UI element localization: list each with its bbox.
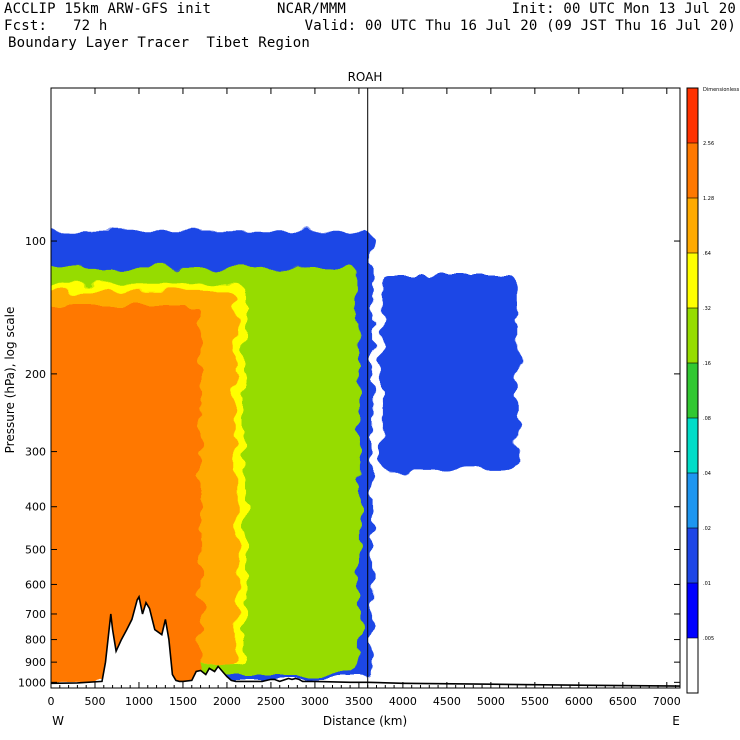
colorbar-label: .08 xyxy=(703,416,711,422)
tracer-region xyxy=(51,305,201,683)
colorbar-segment xyxy=(687,418,698,473)
y-tick-label: 800 xyxy=(25,634,46,647)
header-organization: NCAR/MMM xyxy=(277,1,347,17)
x-tick-label: 3500 xyxy=(345,695,373,708)
terrain-mask xyxy=(51,596,680,688)
colorbar-segment xyxy=(687,638,698,693)
x-tick-label: 5500 xyxy=(521,695,549,708)
y-tick-label: 400 xyxy=(25,501,46,514)
colorbar-label: .02 xyxy=(703,526,711,532)
header-model-title: ACCLIP 15km ARW-GFS init xyxy=(4,1,212,17)
header-valid-time: Valid: 00 UTC Thu 16 Jul 20 (09 JST Thu … xyxy=(304,18,736,34)
x-tick-label: 1000 xyxy=(125,695,153,708)
y-tick-label: 1000 xyxy=(18,676,46,689)
x-tick-label: 6000 xyxy=(565,695,593,708)
x-tick-label: 7000 xyxy=(653,695,681,708)
x-tick-label: 1500 xyxy=(169,695,197,708)
colorbar-segment xyxy=(687,363,698,418)
tracer-shading xyxy=(51,231,518,683)
y-tick-label: 500 xyxy=(25,543,46,556)
header-field-title: Boundary Layer Tracer Tibet Region xyxy=(8,35,311,51)
x-tick-label: 2500 xyxy=(257,695,285,708)
colorbar-label: 2.56 xyxy=(703,141,714,147)
colorbar-label: .005 xyxy=(703,636,714,642)
colorbar-frame xyxy=(686,87,699,694)
y-tick-label: 900 xyxy=(25,656,46,669)
plot-frame xyxy=(50,87,681,689)
colorbar-segment xyxy=(687,308,698,363)
colorbar: .005 .01 .02 .04 .08 .16 .32 .64 1.28 2.56 Dimensi… xyxy=(686,87,740,694)
x-tick-label: 6500 xyxy=(609,695,637,708)
colorbar-segment xyxy=(687,143,698,198)
terrain-line xyxy=(51,594,680,687)
x-axis-west-label: W xyxy=(52,714,64,728)
tracer-field xyxy=(51,231,518,683)
tracer-region xyxy=(380,275,518,470)
y-tick-label: 200 xyxy=(25,368,46,381)
colorbar-label: .16 xyxy=(703,361,711,367)
header-init-time: Init: 00 UTC Mon 13 Jul 20 xyxy=(511,1,736,17)
x-axis-east-label: E xyxy=(672,714,680,728)
colorbar-label: .01 xyxy=(703,581,711,587)
y-tick-label: 600 xyxy=(25,578,46,591)
y-tick-label: 700 xyxy=(25,608,46,621)
x-axis-title: Distance (km) xyxy=(323,714,407,728)
colorbar-label: .32 xyxy=(703,306,711,312)
y-tick-label: 300 xyxy=(25,446,46,459)
x-axis: 0 500 1000 1500 2000 2500 3000 3500 4000 4500 5000… xyxy=(48,88,681,708)
colorbar-segment xyxy=(687,198,698,253)
x-tick-label: 0 xyxy=(48,695,55,708)
x-tick-label: 4000 xyxy=(389,695,417,708)
colorbar-segment xyxy=(687,473,698,528)
colorbar-segment xyxy=(687,528,698,583)
terrain-profile xyxy=(51,594,680,688)
x-tick-label: 4500 xyxy=(433,695,461,708)
colorbar-label: .04 xyxy=(703,471,711,477)
x-tick-label: 2000 xyxy=(213,695,241,708)
header-forecast-hour: Fcst: 72 h xyxy=(4,18,108,34)
y-tick-label: 100 xyxy=(25,235,46,248)
x-tick-label: 5000 xyxy=(477,695,505,708)
colorbar-title: Dimensionless xyxy=(703,87,740,93)
chart-title: ROAH xyxy=(348,70,383,84)
x-tick-label: 3000 xyxy=(301,695,329,708)
colorbar-label: 1.28 xyxy=(703,196,714,202)
colorbar-segment xyxy=(687,253,698,308)
colorbar-segment xyxy=(687,583,698,638)
y-axis-title: Pressure (hPa), log scale xyxy=(3,307,17,454)
y-axis: 100 200 300 400 500 600 700 800 900 1000 xyxy=(18,235,680,689)
colorbar-label: .64 xyxy=(703,251,711,257)
x-tick-label: 500 xyxy=(84,695,105,708)
colorbar-segment xyxy=(687,88,698,143)
